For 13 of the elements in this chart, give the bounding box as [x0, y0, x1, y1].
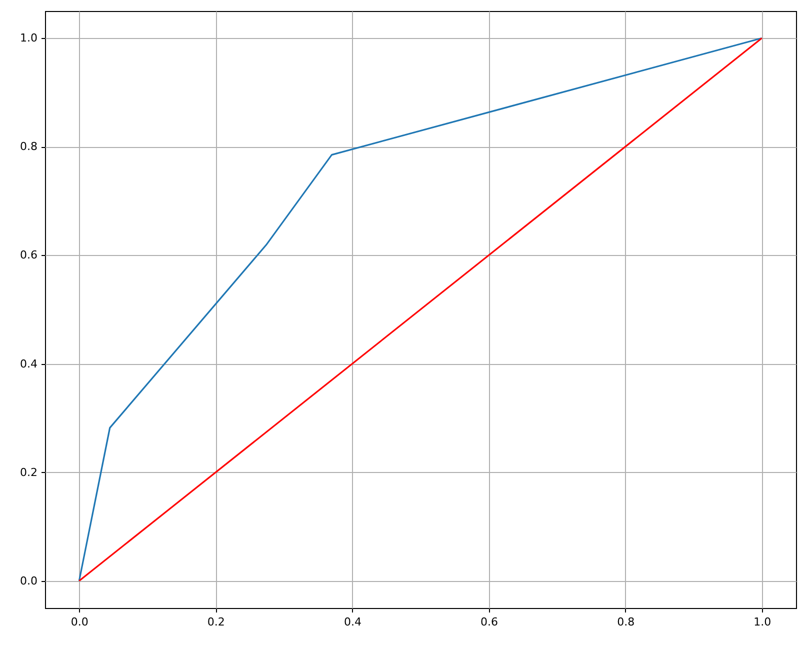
x-tick-label: 0.6 — [480, 616, 498, 628]
x-tick-label: 1.0 — [754, 616, 772, 628]
x-tick-label: 0.0 — [70, 616, 88, 628]
y-tick-label: 1.0 — [20, 32, 38, 45]
x-tick-label: 0.8 — [617, 616, 635, 628]
x-tick-label: 0.4 — [344, 616, 362, 628]
y-tick-label: 0.0 — [20, 574, 38, 588]
y-tick-label: 0.8 — [20, 140, 38, 154]
y-tick-label: 0.6 — [20, 248, 38, 262]
line-series — [78, 37, 763, 582]
x-tick-label: 0.2 — [207, 616, 225, 628]
y-tick-label: 0.2 — [20, 466, 38, 479]
y-tick-label: 0.4 — [20, 357, 38, 370]
